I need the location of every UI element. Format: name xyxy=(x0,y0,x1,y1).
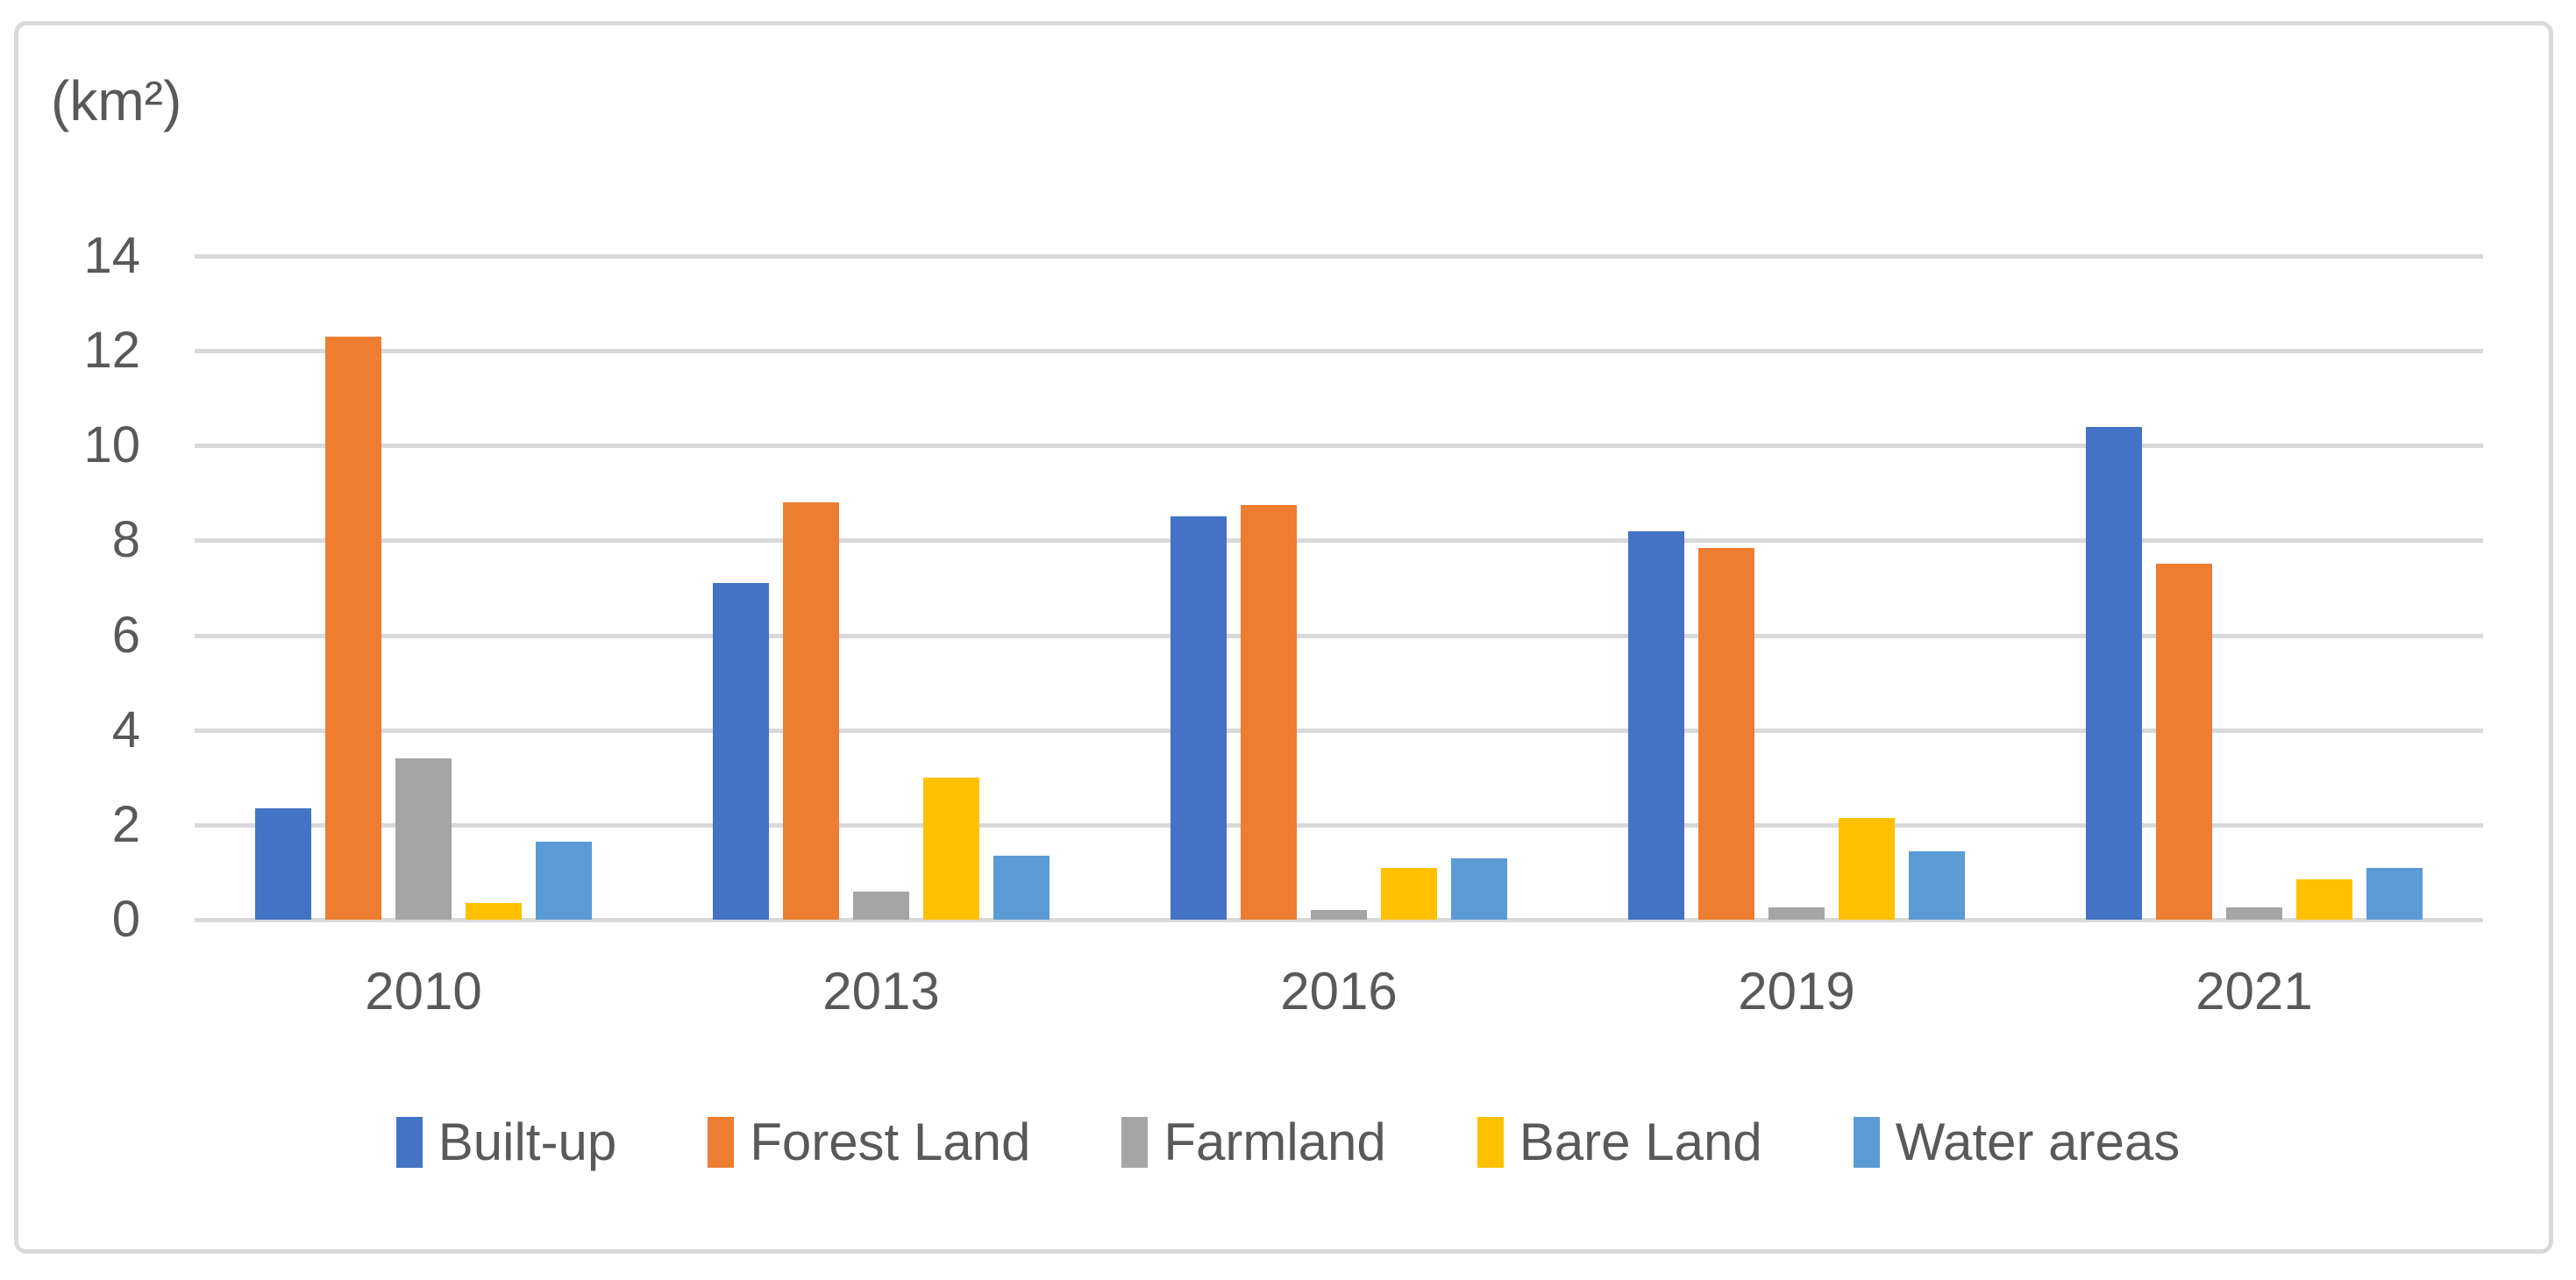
bar-farmland-2016 xyxy=(1311,910,1367,920)
bar-bare-land-2016 xyxy=(1381,867,1437,920)
bar-group-2021 xyxy=(2086,426,2423,920)
legend-swatch-icon xyxy=(1477,1116,1504,1168)
y-axis-tick-label: 12 xyxy=(83,322,140,380)
bar-forest-land-2013 xyxy=(783,502,839,920)
bar-water-areas-2016 xyxy=(1451,857,1507,920)
plot-area xyxy=(195,254,2483,922)
y-axis-tick-label: 8 xyxy=(111,511,140,569)
legend-swatch-icon xyxy=(1853,1116,1880,1168)
y-axis-tick-label: 0 xyxy=(111,891,140,948)
y-axis-tick-label: 6 xyxy=(111,606,140,664)
x-axis-label-2021: 2021 xyxy=(2195,962,2313,1020)
legend-label: Built-up xyxy=(438,1113,617,1171)
legend-swatch-icon xyxy=(708,1116,735,1168)
bar-forest-land-2010 xyxy=(325,336,381,920)
y-axis-tick-label: 10 xyxy=(83,416,140,474)
bar-forest-land-2019 xyxy=(1698,547,1754,920)
gridline-y-4 xyxy=(195,728,2483,733)
bar-farmland-2013 xyxy=(853,891,909,920)
legend-label: Bare Land xyxy=(1519,1113,1762,1171)
bar-bare-land-2021 xyxy=(2296,879,2352,920)
bar-bare-land-2013 xyxy=(923,777,979,920)
y-axis-tick-label: 14 xyxy=(83,227,140,284)
bar-built-up-2019 xyxy=(1628,530,1684,920)
bar-forest-land-2016 xyxy=(1241,504,1297,920)
legend-swatch-icon xyxy=(1121,1116,1149,1168)
gridline-y-6 xyxy=(195,633,2483,638)
legend-item-farmland: Farmland xyxy=(1121,1112,1386,1172)
gridline-y-0 xyxy=(195,918,2483,922)
bar-bare-land-2019 xyxy=(1839,817,1895,920)
bar-water-areas-2013 xyxy=(993,856,1050,920)
gridline-y-14 xyxy=(195,254,2483,259)
bar-farmland-2019 xyxy=(1768,907,1825,920)
legend-item-bare-land: Bare Land xyxy=(1477,1112,1762,1172)
legend-label: Water areas xyxy=(1895,1113,2181,1171)
bar-group-2019 xyxy=(1628,530,1965,920)
bar-bare-land-2010 xyxy=(466,903,522,920)
bar-built-up-2010 xyxy=(255,807,311,920)
bar-forest-land-2021 xyxy=(2156,564,2212,920)
bar-farmland-2010 xyxy=(395,758,452,920)
gridline-y-8 xyxy=(195,538,2483,544)
bar-water-areas-2010 xyxy=(536,841,592,920)
bar-group-2010 xyxy=(255,336,592,920)
legend-label: Forest Land xyxy=(750,1113,1031,1171)
bar-group-2013 xyxy=(713,502,1050,920)
legend-item-built-up: Built-up xyxy=(395,1112,617,1172)
y-axis-tick-label: 2 xyxy=(111,795,140,853)
bar-water-areas-2021 xyxy=(2366,867,2423,920)
y-axis-title: (km²) xyxy=(51,69,182,132)
bar-built-up-2013 xyxy=(713,583,769,920)
x-axis-label-2010: 2010 xyxy=(365,962,482,1020)
x-axis-label-2016: 2016 xyxy=(1280,962,1398,1020)
bar-group-2016 xyxy=(1171,504,1507,920)
gridline-y-10 xyxy=(195,444,2483,449)
bar-water-areas-2019 xyxy=(1909,850,1965,920)
bar-built-up-2016 xyxy=(1171,516,1227,920)
x-axis-label-2013: 2013 xyxy=(822,962,940,1020)
bar-built-up-2021 xyxy=(2086,426,2142,920)
y-axis-tick-label: 4 xyxy=(111,700,140,758)
gridline-y-2 xyxy=(195,822,2483,828)
legend-label: Farmland xyxy=(1163,1113,1386,1171)
legend-item-water-areas: Water areas xyxy=(1853,1112,2181,1172)
legend: Built-up Forest Land Farmland Bare Land Wate… xyxy=(0,1112,2576,1172)
x-axis-label-2019: 2019 xyxy=(1738,962,1855,1020)
legend-swatch-icon xyxy=(395,1116,423,1168)
legend-item-forest-land: Forest Land xyxy=(708,1112,1030,1172)
gridline-y-12 xyxy=(195,349,2483,354)
bar-farmland-2021 xyxy=(2226,907,2282,920)
